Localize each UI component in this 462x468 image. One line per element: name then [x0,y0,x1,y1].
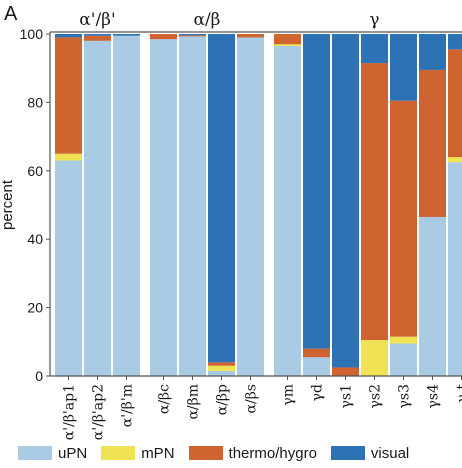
bar-segment-thermo-hygro [390,100,417,337]
y-tick-label: 100 [20,26,44,42]
bar-segment-upn [179,36,206,376]
bar-segment-thermo-hygro [150,34,177,40]
bar-segment-thermo-hygro [448,49,462,158]
bar-segment-thermo-hygro [55,37,82,154]
x-tick-label: γs2 [368,384,384,408]
bar-segment-visual [390,34,417,101]
bar-segment-thermo-hygro [361,63,388,341]
x-tick-label: α'/β'ap1 [62,384,78,440]
x-tick-label: α'/β'ap2 [91,384,107,440]
bar-segment-thermo-hygro [274,34,301,45]
y-tick-label: 20 [27,300,43,316]
legend-swatch [330,446,365,460]
bar-segment-upn [274,45,301,376]
bar-segment-visual [361,34,388,64]
legend-item: mPN [101,444,175,462]
bar-segment-upn [55,160,82,376]
legend-label: uPN [58,444,88,462]
x-tick-label: γd [310,384,326,401]
bar-segment-upn [303,357,330,376]
bars [55,34,462,377]
x-tick-label: γs3 [397,384,413,408]
x-tick-label: α/βm [186,384,202,420]
bar-segment-visual [179,34,206,36]
bar-segment-upn [84,40,111,377]
y-axis-label: percent [0,179,16,230]
legend-swatch [18,446,52,460]
y-tick-label: 60 [27,163,43,179]
group-labels: α'/β' α/β γ [79,10,379,30]
bar-segment-visual [84,34,111,36]
bar-segment-mpn [390,336,417,344]
group-label: α/β [193,10,220,30]
bar-segment-thermo-hygro [332,367,359,376]
bar-segment-mpn [361,340,388,376]
bar-segment-visual [448,34,462,50]
x-tick-labels: α'/β'ap1 α'/β'ap2 α'/β'm α/βc α/βm α/βp α/βs γm… [62,384,462,441]
x-tick-label: α/βp [215,384,231,415]
bar-segment-mpn [208,365,235,371]
y-tick-labels: 0 20 40 60 80 100 [20,26,44,384]
bar-segment-upn [237,37,264,377]
legend-item: visual [330,444,410,462]
bar-segment-thermo-hygro [208,362,235,366]
legend-item: uPN [18,445,87,462]
bar-segment-mpn [274,44,301,46]
y-tick-label: 80 [27,94,43,110]
bar-segment-upn [150,39,177,376]
x-tick-label: γ-t [455,384,462,403]
bar-segment-mpn [448,157,462,163]
bar-segment-upn [208,370,235,376]
x-tick-label: γs4 [426,384,442,409]
x-tick-label: α'/β'm [120,384,136,427]
bar-segment-visual [208,34,235,363]
bar-segment-upn [448,162,462,376]
x-tick-label: α/βs [244,384,260,413]
legend-item: thermo/hygro [188,444,317,462]
legend-swatch [188,446,223,460]
legend-label: mPN [141,444,175,462]
bar-segment-thermo-hygro [303,348,330,358]
bar-segment-upn [390,343,417,376]
legend-label: thermo/hygro [228,444,317,462]
bar-segment-thermo-hygro [179,35,206,37]
legend-label: visual [370,444,410,462]
bar-segment-thermo-hygro [419,69,446,217]
y-tick-label: 40 [27,231,43,247]
bar-segment-thermo-hygro [237,34,264,38]
x-tick-label: γm [281,384,297,406]
panel-label: A [4,3,18,25]
bar-segment-upn [419,216,446,376]
y-tick-label: 0 [35,368,43,384]
legend: uPN mPN thermo/hygro visual [18,443,458,463]
x-tick-label: γs1 [339,384,355,408]
group-label: γ [369,10,379,30]
group-label: α'/β' [79,10,115,30]
bar-segment-visual [419,34,446,70]
bar-segment-mpn [55,153,82,161]
bar-segment-visual [332,34,359,368]
bar-segment-visual [113,34,140,36]
bar-segment-visual [55,34,82,38]
bar-segment-thermo-hygro [84,35,111,41]
legend-swatch [101,446,136,460]
bar-segment-upn [113,35,140,377]
bar-segment-visual [303,34,330,349]
x-tick-label: α/βc [157,384,173,414]
